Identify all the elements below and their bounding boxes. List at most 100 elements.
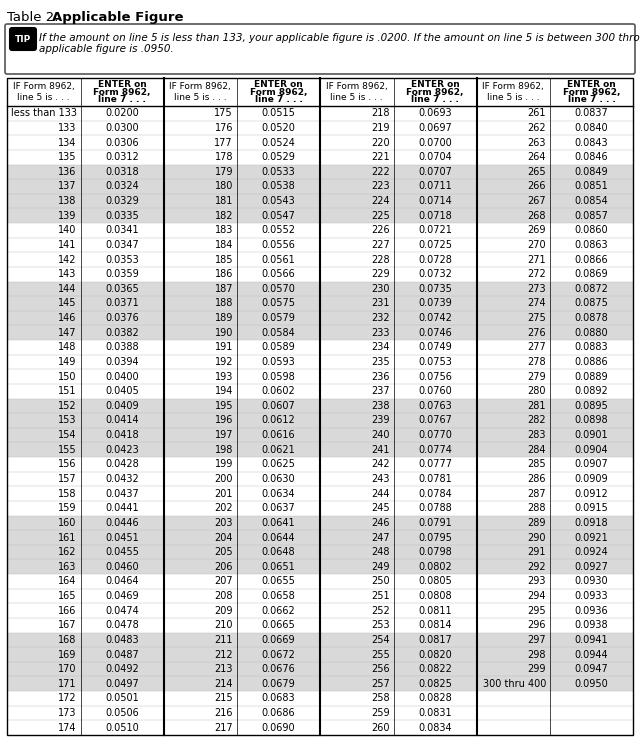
Text: 0.0767: 0.0767 bbox=[418, 415, 452, 426]
Text: If the amount on line 5 is less than 133, your applicable figure is .0200. If th: If the amount on line 5 is less than 133… bbox=[39, 33, 640, 43]
Text: 0.0907: 0.0907 bbox=[575, 459, 609, 469]
Text: 0.0904: 0.0904 bbox=[575, 445, 609, 455]
Text: 300 thru 400: 300 thru 400 bbox=[483, 679, 546, 689]
Text: 189: 189 bbox=[214, 313, 233, 323]
Text: 188: 188 bbox=[214, 298, 233, 308]
Text: 0.0746: 0.0746 bbox=[418, 328, 452, 338]
Text: 0.0575: 0.0575 bbox=[262, 298, 296, 308]
Text: Form 8962,: Form 8962, bbox=[250, 88, 307, 97]
Text: 176: 176 bbox=[214, 123, 233, 133]
Text: 210: 210 bbox=[214, 621, 233, 630]
Text: 245: 245 bbox=[371, 503, 390, 513]
Text: 234: 234 bbox=[371, 342, 390, 352]
Text: 0.0749: 0.0749 bbox=[418, 342, 452, 352]
Text: 0.0634: 0.0634 bbox=[262, 489, 295, 499]
Text: 0.0437: 0.0437 bbox=[105, 489, 139, 499]
Text: 231: 231 bbox=[371, 298, 390, 308]
Text: 272: 272 bbox=[527, 269, 546, 279]
Text: 278: 278 bbox=[527, 357, 546, 367]
Bar bbox=[7, 545, 633, 559]
Text: 193: 193 bbox=[214, 372, 233, 382]
Text: 0.0672: 0.0672 bbox=[262, 649, 296, 660]
Text: 179: 179 bbox=[214, 167, 233, 177]
Text: 0.0714: 0.0714 bbox=[418, 196, 452, 206]
Text: 254: 254 bbox=[371, 635, 390, 645]
Text: 200: 200 bbox=[214, 474, 233, 484]
Text: 228: 228 bbox=[371, 255, 390, 265]
Text: 0.0621: 0.0621 bbox=[262, 445, 296, 455]
Text: 0.0483: 0.0483 bbox=[105, 635, 139, 645]
Text: 0.0817: 0.0817 bbox=[418, 635, 452, 645]
Text: 0.0655: 0.0655 bbox=[262, 576, 296, 587]
Bar bbox=[7, 78, 633, 735]
Bar bbox=[7, 428, 633, 443]
Text: 0.0543: 0.0543 bbox=[262, 196, 296, 206]
Text: 227: 227 bbox=[371, 240, 390, 250]
Text: 0.0837: 0.0837 bbox=[575, 108, 609, 118]
Bar bbox=[7, 443, 633, 457]
Text: 174: 174 bbox=[58, 723, 77, 733]
Bar bbox=[7, 78, 633, 106]
Text: 0.0612: 0.0612 bbox=[262, 415, 296, 426]
Text: 0.0866: 0.0866 bbox=[575, 255, 609, 265]
Text: ENTER on: ENTER on bbox=[254, 80, 303, 89]
Text: 151: 151 bbox=[58, 386, 77, 396]
Text: 181: 181 bbox=[214, 196, 233, 206]
Text: 169: 169 bbox=[58, 649, 77, 660]
Text: 153: 153 bbox=[58, 415, 77, 426]
Text: 240: 240 bbox=[371, 430, 390, 440]
Text: 165: 165 bbox=[58, 591, 77, 601]
Text: line 7 . . .: line 7 . . . bbox=[568, 95, 616, 104]
Text: 0.0683: 0.0683 bbox=[262, 694, 295, 703]
Text: 0.0936: 0.0936 bbox=[575, 606, 609, 615]
Text: 211: 211 bbox=[214, 635, 233, 645]
Text: 212: 212 bbox=[214, 649, 233, 660]
Text: 0.0886: 0.0886 bbox=[575, 357, 609, 367]
Text: 171: 171 bbox=[58, 679, 77, 689]
Text: 0.0777: 0.0777 bbox=[418, 459, 452, 469]
Text: 0.0669: 0.0669 bbox=[262, 635, 295, 645]
Text: 202: 202 bbox=[214, 503, 233, 513]
Text: 196: 196 bbox=[214, 415, 233, 426]
Text: 0.0828: 0.0828 bbox=[418, 694, 452, 703]
Text: 185: 185 bbox=[214, 255, 233, 265]
Text: Table 2.: Table 2. bbox=[7, 11, 63, 24]
Text: 159: 159 bbox=[58, 503, 77, 513]
Text: 288: 288 bbox=[527, 503, 546, 513]
Text: 0.0676: 0.0676 bbox=[262, 664, 296, 675]
Text: 0.0501: 0.0501 bbox=[105, 694, 139, 703]
Text: 0.0658: 0.0658 bbox=[262, 591, 296, 601]
Text: 154: 154 bbox=[58, 430, 77, 440]
Text: 0.0927: 0.0927 bbox=[575, 562, 609, 572]
Text: 134: 134 bbox=[58, 137, 77, 148]
Text: 268: 268 bbox=[527, 211, 546, 221]
Text: 136: 136 bbox=[58, 167, 77, 177]
Text: 0.0538: 0.0538 bbox=[262, 182, 296, 191]
Text: 239: 239 bbox=[371, 415, 390, 426]
Text: 247: 247 bbox=[371, 533, 390, 542]
Text: 0.0739: 0.0739 bbox=[418, 298, 452, 308]
Text: 0.0418: 0.0418 bbox=[105, 430, 139, 440]
Text: 0.0849: 0.0849 bbox=[575, 167, 609, 177]
Text: 146: 146 bbox=[58, 313, 77, 323]
Text: 0.0915: 0.0915 bbox=[575, 503, 609, 513]
Text: 209: 209 bbox=[214, 606, 233, 615]
Text: 0.0840: 0.0840 bbox=[575, 123, 609, 133]
Text: Form 8962,: Form 8962, bbox=[406, 88, 464, 97]
Text: 238: 238 bbox=[371, 401, 390, 411]
Text: 0.0432: 0.0432 bbox=[105, 474, 139, 484]
Text: 0.0365: 0.0365 bbox=[105, 284, 139, 294]
Text: 0.0607: 0.0607 bbox=[262, 401, 296, 411]
Text: 296: 296 bbox=[527, 621, 546, 630]
Text: 0.0941: 0.0941 bbox=[575, 635, 609, 645]
Text: 0.0566: 0.0566 bbox=[262, 269, 296, 279]
Text: 138: 138 bbox=[58, 196, 77, 206]
Text: line 5 is . . .: line 5 is . . . bbox=[174, 92, 227, 102]
Text: 287: 287 bbox=[527, 489, 546, 499]
Text: 260: 260 bbox=[371, 723, 390, 733]
Text: 0.0781: 0.0781 bbox=[418, 474, 452, 484]
Bar bbox=[7, 208, 633, 223]
Text: 0.0641: 0.0641 bbox=[262, 518, 295, 528]
Text: 0.0728: 0.0728 bbox=[418, 255, 452, 265]
Text: 282: 282 bbox=[527, 415, 546, 426]
